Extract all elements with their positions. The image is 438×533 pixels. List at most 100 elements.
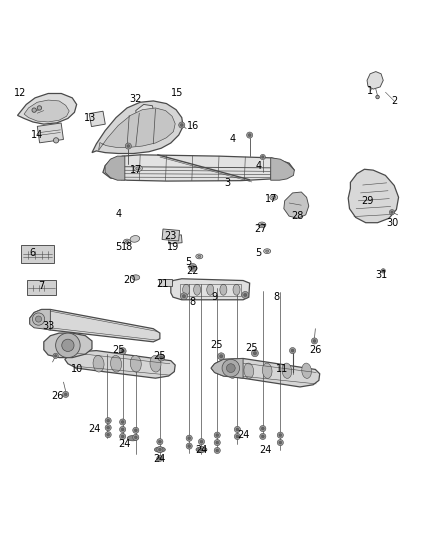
Circle shape bbox=[107, 433, 110, 436]
Circle shape bbox=[236, 428, 239, 431]
Polygon shape bbox=[136, 104, 154, 120]
Circle shape bbox=[188, 437, 191, 440]
Circle shape bbox=[248, 134, 251, 136]
Text: 28: 28 bbox=[292, 211, 304, 221]
Circle shape bbox=[53, 138, 59, 143]
Circle shape bbox=[291, 349, 294, 352]
Text: 26: 26 bbox=[309, 345, 321, 355]
Ellipse shape bbox=[196, 447, 207, 452]
Text: 31: 31 bbox=[375, 270, 387, 280]
Bar bbox=[168, 235, 182, 244]
Circle shape bbox=[157, 455, 163, 462]
Text: 5: 5 bbox=[255, 248, 261, 259]
Text: 24: 24 bbox=[237, 430, 249, 440]
Circle shape bbox=[242, 292, 249, 298]
Ellipse shape bbox=[198, 255, 201, 257]
Bar bbox=[89, 111, 105, 126]
Text: 10: 10 bbox=[71, 365, 83, 374]
Circle shape bbox=[236, 435, 239, 438]
Text: 8: 8 bbox=[273, 292, 279, 302]
Text: 21: 21 bbox=[156, 279, 168, 289]
Ellipse shape bbox=[262, 363, 272, 378]
Circle shape bbox=[214, 447, 220, 454]
Bar bbox=[21, 245, 53, 263]
Ellipse shape bbox=[258, 222, 266, 228]
Text: 32: 32 bbox=[130, 94, 142, 104]
Circle shape bbox=[62, 339, 74, 351]
Circle shape bbox=[121, 428, 124, 431]
Text: 33: 33 bbox=[42, 321, 54, 330]
Text: 24: 24 bbox=[195, 446, 208, 456]
Text: 24: 24 bbox=[259, 446, 271, 456]
Bar bbox=[162, 229, 180, 241]
Circle shape bbox=[216, 449, 219, 452]
Circle shape bbox=[311, 338, 318, 344]
Circle shape bbox=[260, 433, 266, 440]
Circle shape bbox=[251, 350, 258, 357]
Circle shape bbox=[64, 393, 67, 396]
Circle shape bbox=[182, 295, 186, 298]
Ellipse shape bbox=[125, 240, 129, 243]
Circle shape bbox=[216, 434, 219, 437]
Circle shape bbox=[391, 211, 393, 213]
Text: 24: 24 bbox=[88, 424, 100, 433]
Ellipse shape bbox=[272, 196, 276, 199]
Circle shape bbox=[277, 432, 283, 438]
Text: 17: 17 bbox=[130, 165, 142, 175]
Text: 29: 29 bbox=[362, 196, 374, 206]
Circle shape bbox=[186, 443, 192, 449]
Ellipse shape bbox=[233, 284, 240, 295]
Polygon shape bbox=[271, 158, 294, 180]
Text: 14: 14 bbox=[31, 130, 43, 140]
Circle shape bbox=[186, 435, 192, 441]
Ellipse shape bbox=[154, 447, 166, 452]
Circle shape bbox=[214, 432, 220, 438]
Text: 16: 16 bbox=[187, 122, 199, 131]
Text: 25: 25 bbox=[154, 351, 166, 361]
Polygon shape bbox=[30, 310, 50, 330]
Text: 25: 25 bbox=[246, 343, 258, 352]
Circle shape bbox=[382, 270, 384, 272]
Ellipse shape bbox=[207, 284, 214, 295]
Ellipse shape bbox=[183, 284, 190, 295]
Text: 24: 24 bbox=[119, 439, 131, 449]
Circle shape bbox=[105, 432, 111, 438]
Polygon shape bbox=[211, 359, 320, 387]
Circle shape bbox=[218, 353, 225, 360]
Ellipse shape bbox=[150, 356, 161, 372]
Polygon shape bbox=[105, 156, 125, 180]
Circle shape bbox=[200, 448, 203, 451]
Circle shape bbox=[234, 433, 240, 440]
Ellipse shape bbox=[302, 363, 311, 378]
Circle shape bbox=[32, 313, 45, 325]
Circle shape bbox=[53, 353, 58, 359]
Circle shape bbox=[200, 440, 203, 443]
Ellipse shape bbox=[194, 284, 201, 295]
Circle shape bbox=[159, 448, 161, 451]
Circle shape bbox=[127, 144, 130, 148]
Ellipse shape bbox=[130, 236, 140, 242]
Text: 27: 27 bbox=[254, 224, 267, 235]
Text: 6: 6 bbox=[30, 248, 36, 259]
Circle shape bbox=[119, 348, 126, 354]
Circle shape bbox=[222, 359, 240, 377]
Bar bbox=[159, 279, 172, 286]
Ellipse shape bbox=[134, 165, 142, 172]
Ellipse shape bbox=[244, 363, 254, 378]
Circle shape bbox=[261, 156, 264, 158]
Circle shape bbox=[260, 425, 266, 432]
Ellipse shape bbox=[127, 435, 138, 441]
Ellipse shape bbox=[124, 239, 131, 244]
Circle shape bbox=[179, 122, 185, 128]
Circle shape bbox=[189, 263, 197, 271]
Circle shape bbox=[381, 269, 385, 273]
Circle shape bbox=[133, 434, 139, 440]
Circle shape bbox=[107, 426, 110, 429]
Text: 11: 11 bbox=[276, 365, 289, 374]
Circle shape bbox=[191, 265, 194, 269]
Circle shape bbox=[261, 427, 264, 430]
Text: 4: 4 bbox=[255, 161, 261, 171]
Polygon shape bbox=[30, 310, 160, 342]
Circle shape bbox=[63, 391, 69, 398]
Text: 13: 13 bbox=[84, 112, 96, 123]
